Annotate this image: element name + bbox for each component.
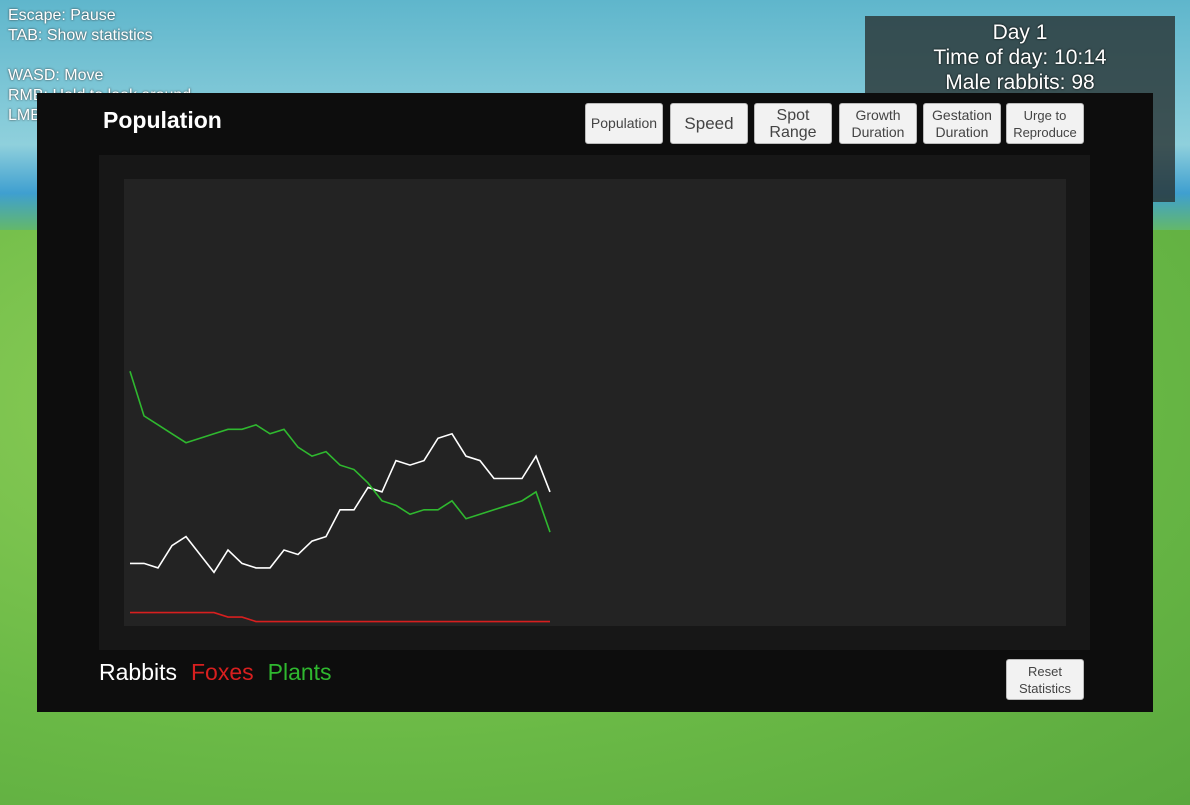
info-line: Male rabbits: 98 — [945, 71, 1095, 94]
control-hint: Escape: Pause — [8, 7, 116, 24]
controls-help: Escape: Pause TAB: Show statistics WASD:… — [8, 6, 191, 126]
legend-entry: Plants — [267, 659, 332, 685]
tab-button[interactable]: Speed — [670, 103, 748, 144]
statistics-panel: Population Rabbits Foxes Plants Reset Stat… — [37, 93, 1153, 712]
chart — [99, 155, 1090, 650]
tab-button[interactable]: Growth Duration — [839, 103, 917, 144]
reset-button[interactable]: Reset Statistics — [1006, 659, 1084, 700]
tab-button[interactable]: Urge to Reproduce — [1006, 103, 1084, 144]
panel-title: Population — [103, 107, 222, 133]
info-line: Time of day: 10:14 — [933, 46, 1107, 69]
series-line — [130, 611, 550, 623]
legend-entry: Rabbits — [99, 659, 177, 685]
control-hint: LMB — [8, 107, 41, 124]
legend: Rabbits Foxes Plants — [99, 659, 346, 686]
control-hint: TAB: Show statistics — [8, 27, 153, 44]
plot-area — [124, 179, 1066, 626]
series-line — [129, 370, 551, 533]
info-line: Day 1 — [992, 21, 1048, 44]
control-hint: WASD: Move — [8, 67, 104, 84]
tab-button[interactable]: Population — [585, 103, 663, 144]
series-line — [130, 432, 551, 574]
tab-button[interactable]: Spot Range — [754, 103, 832, 144]
legend-entry: Foxes — [190, 659, 254, 685]
tab-button[interactable]: Gestation Duration — [923, 103, 1001, 144]
